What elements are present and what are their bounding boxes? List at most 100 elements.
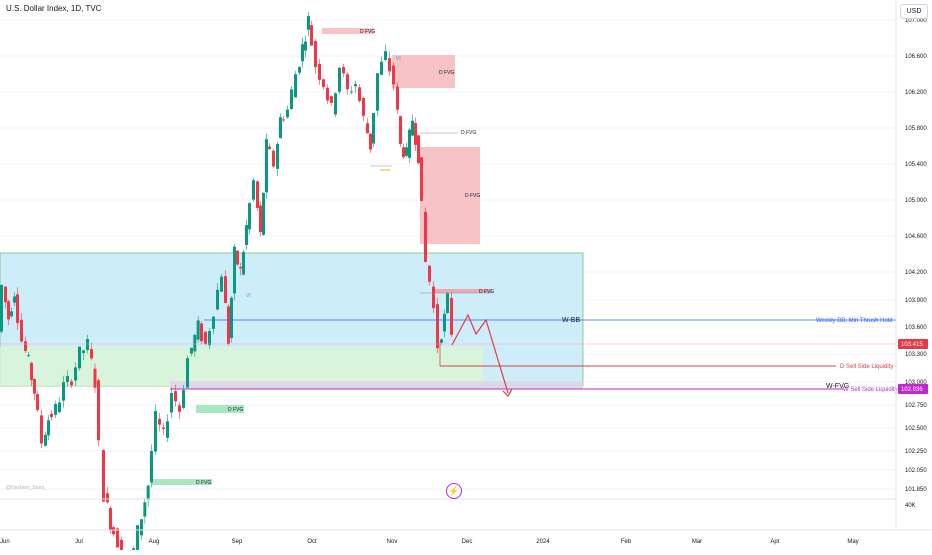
candle-body bbox=[310, 25, 313, 46]
candle-body bbox=[236, 250, 239, 265]
candle-body bbox=[97, 380, 100, 441]
candle-body bbox=[112, 527, 115, 535]
candle-body bbox=[279, 117, 282, 139]
candle-body bbox=[120, 539, 123, 555]
d-ssl-text: D Sell Side Liquidity - bbox=[840, 364, 897, 370]
candle-body bbox=[301, 44, 304, 62]
candle-body bbox=[204, 331, 207, 344]
time-tick-label: Oct bbox=[307, 539, 317, 545]
fvg-box bbox=[322, 28, 374, 34]
time-tick-label: Jul bbox=[75, 539, 83, 545]
candle-body bbox=[252, 180, 255, 200]
candle-body bbox=[136, 525, 139, 555]
candle-body bbox=[54, 403, 57, 415]
vi-label: VI bbox=[246, 293, 251, 299]
wfvg-box bbox=[170, 381, 583, 389]
candle-body bbox=[424, 211, 427, 262]
candle-body bbox=[282, 119, 285, 121]
candle-body bbox=[330, 96, 333, 103]
projection-path bbox=[451, 313, 509, 394]
fvg-box bbox=[392, 55, 455, 88]
price-tick-label: 102.050 bbox=[905, 468, 927, 474]
candle-body bbox=[4, 286, 7, 303]
candle-body bbox=[196, 320, 200, 340]
price-tick-label: 105.000 bbox=[905, 198, 927, 204]
fvg-label: D FVG bbox=[465, 193, 480, 199]
candle-body bbox=[242, 251, 245, 275]
price-tick-label: 101.850 bbox=[905, 487, 927, 493]
candle-body bbox=[93, 368, 97, 388]
symbol-title[interactable]: U.S. Dollar Index, 1D, TVC bbox=[6, 4, 102, 13]
price-tick-label: 106.200 bbox=[905, 90, 927, 96]
lightning-icon[interactable]: ⚡ bbox=[446, 483, 462, 499]
fvg-box bbox=[152, 479, 212, 485]
candle-body bbox=[290, 89, 293, 110]
candle-body bbox=[388, 58, 391, 72]
candle-body bbox=[154, 411, 157, 452]
candle-body bbox=[158, 418, 161, 425]
candle-body bbox=[233, 246, 236, 294]
candle-body bbox=[212, 316, 215, 329]
candle-body bbox=[376, 73, 379, 111]
candle-body bbox=[0, 284, 3, 332]
volume-label: 40K bbox=[905, 503, 916, 509]
candle-body bbox=[13, 296, 16, 303]
candle-body bbox=[174, 391, 177, 402]
time-tick-label: Mar bbox=[692, 539, 702, 545]
price-tag bbox=[898, 339, 928, 349]
candle-body bbox=[414, 122, 417, 145]
candle-body bbox=[259, 205, 262, 233]
candle-body bbox=[304, 41, 307, 51]
candle-body bbox=[380, 61, 383, 75]
candle-body bbox=[408, 129, 411, 158]
candle-body bbox=[443, 313, 446, 332]
currency-button[interactable]: USD bbox=[900, 4, 928, 19]
time-tick-label: 2024 bbox=[536, 539, 550, 545]
fvg-box bbox=[432, 289, 492, 293]
candle-body bbox=[286, 109, 289, 118]
candle-body bbox=[338, 67, 341, 92]
candle-body bbox=[10, 311, 13, 317]
candle-body bbox=[30, 362, 33, 381]
candle-body bbox=[150, 451, 153, 483]
candle-body bbox=[432, 286, 435, 308]
candle-body bbox=[47, 420, 50, 436]
candle-body bbox=[178, 405, 181, 412]
w-ssl-text: W Sell Side Liquidity - bbox=[843, 387, 901, 393]
candle-body bbox=[200, 323, 203, 342]
candle-body bbox=[193, 334, 197, 352]
time-tick-label: Apr bbox=[770, 539, 779, 545]
candle-body bbox=[16, 294, 19, 324]
candle-body bbox=[86, 338, 89, 350]
candle-body bbox=[166, 421, 169, 438]
candle-body bbox=[36, 394, 39, 411]
candle-body bbox=[109, 508, 112, 530]
candle-body bbox=[334, 93, 337, 115]
time-tick-label: May bbox=[847, 539, 858, 545]
wbb-label: W-BB bbox=[562, 317, 580, 324]
candle-body bbox=[74, 367, 77, 381]
wfvg-label: W-FVG bbox=[826, 383, 849, 390]
inner-zone bbox=[0, 347, 483, 386]
candle-body bbox=[27, 355, 30, 357]
candle-body bbox=[265, 139, 268, 193]
vi-label: VI bbox=[396, 56, 401, 62]
candle-body bbox=[248, 203, 251, 230]
candle-body bbox=[90, 349, 93, 359]
candle-body bbox=[116, 528, 119, 548]
candle-body bbox=[436, 304, 439, 349]
candle-body bbox=[399, 116, 402, 144]
candle-body bbox=[245, 225, 248, 245]
candle-body bbox=[62, 382, 65, 401]
candle-body bbox=[322, 79, 325, 88]
candle-body bbox=[346, 74, 349, 90]
candle-body bbox=[162, 427, 165, 430]
fvg-label: D FVG bbox=[228, 407, 243, 413]
candle-body bbox=[140, 519, 143, 536]
candle-body bbox=[50, 413, 53, 418]
candle-body bbox=[216, 289, 219, 310]
candle-body bbox=[428, 265, 431, 282]
candle-body bbox=[350, 91, 353, 93]
